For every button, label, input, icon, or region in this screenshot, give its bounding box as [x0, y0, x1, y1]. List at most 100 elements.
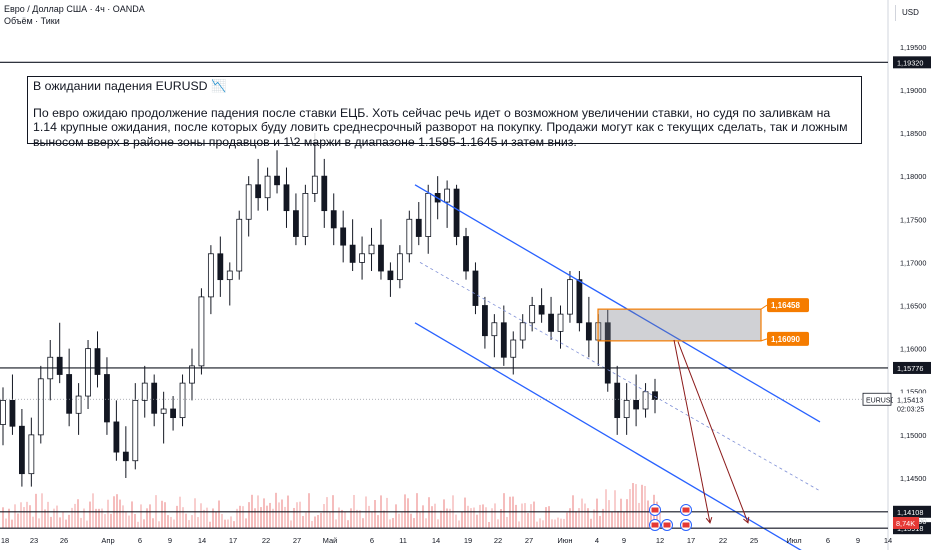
- volume-bar: [599, 515, 601, 528]
- volume-bar: [404, 494, 406, 528]
- volume-bar: [422, 505, 424, 528]
- volume-bar: [536, 521, 538, 528]
- candle: [302, 184, 309, 246]
- volume-bar: [608, 500, 610, 528]
- price-level-label-box: [893, 361, 931, 374]
- zone-price-label: 1,16090: [760, 331, 809, 346]
- volume-bar: [116, 494, 118, 528]
- projection-arrow-line: [677, 341, 749, 524]
- candle-body: [113, 421, 120, 453]
- volume-bar: [14, 504, 16, 528]
- candle-body: [132, 399, 139, 462]
- volume-bar: [593, 509, 595, 528]
- candle-body: [425, 193, 432, 237]
- candle: [387, 262, 394, 297]
- volume-bar: [233, 521, 235, 528]
- volume-bar: [500, 509, 502, 528]
- volume-bar: [617, 511, 619, 528]
- volume-bar: [605, 489, 607, 528]
- candle-body: [104, 374, 110, 423]
- time-axis-tick: Июн: [557, 536, 572, 545]
- price-axis-tick: 1,18000: [900, 172, 926, 181]
- volume-bar: [125, 512, 127, 528]
- volume-bar: [302, 515, 304, 528]
- time-axis-tick: 12: [656, 536, 664, 545]
- volume-bar: [479, 504, 481, 528]
- time-axis-tick: 6: [370, 536, 374, 545]
- volume-bar: [515, 504, 517, 528]
- candle: [0, 387, 6, 446]
- volume-bar: [542, 520, 544, 528]
- volume-bar: [164, 502, 166, 528]
- volume-bar: [68, 514, 70, 528]
- volume-bar: [248, 502, 250, 528]
- time-axis-tick: 27: [293, 536, 301, 545]
- candle-body: [85, 348, 91, 397]
- price-axis-tick: 1,17500: [900, 215, 926, 224]
- volume-bar: [368, 505, 370, 528]
- volume-bar: [134, 513, 136, 528]
- volume-bar: [638, 502, 640, 528]
- bar-countdown: 02:03:25: [897, 406, 924, 413]
- currency-label[interactable]: USD: [895, 5, 931, 21]
- volume-value-label: 8,74K: [896, 519, 915, 528]
- volume-bar: [44, 509, 46, 528]
- candle-body: [226, 270, 233, 281]
- candle-body: [264, 175, 271, 199]
- candle-body: [330, 210, 337, 229]
- time-axis-tick: 9: [856, 536, 860, 545]
- volume-bar: [293, 507, 295, 528]
- candle: [160, 391, 167, 444]
- candle-body: [538, 305, 545, 315]
- candle-body: [217, 253, 224, 281]
- flag-icon: [651, 507, 659, 513]
- volume-bar: [350, 508, 352, 528]
- time-axis-tick: 17: [229, 536, 237, 545]
- candle-body: [444, 188, 451, 203]
- volume-bar: [626, 499, 628, 528]
- candle: [359, 236, 365, 280]
- candle-body: [482, 305, 488, 337]
- candle-body: [491, 322, 498, 337]
- volume-bar: [494, 503, 496, 528]
- candle-body: [302, 193, 309, 237]
- volume-bar: [503, 493, 505, 528]
- symbol-header: Евро / Доллар США · 4ч · OANDA Объём · Т…: [4, 3, 145, 27]
- volume-bar: [158, 521, 160, 528]
- zone-label-box: [767, 331, 809, 346]
- volume-bar: [137, 521, 139, 528]
- volume-bar: [338, 507, 340, 528]
- volume-bar: [38, 518, 40, 528]
- current-price-label: 1,15413: [897, 395, 923, 404]
- volume-bar: [101, 508, 103, 528]
- candle-body: [94, 348, 101, 375]
- volume-bar: [77, 499, 79, 528]
- volume-bar: [473, 507, 475, 528]
- candle-body: [548, 313, 554, 332]
- candle: [321, 158, 328, 228]
- volume-bar: [104, 514, 106, 528]
- volume-bar: [146, 508, 148, 528]
- candle: [311, 133, 318, 203]
- channel-lower-line: [414, 322, 802, 550]
- volume-bar: [470, 508, 472, 528]
- time-axis-tick: 23: [30, 536, 38, 545]
- volume-bar: [29, 505, 31, 528]
- volume-bar: [47, 501, 49, 528]
- volume-bar: [650, 506, 652, 528]
- time-axis-tick: 14: [432, 536, 440, 545]
- candle: [567, 271, 573, 323]
- volume-bar: [272, 508, 274, 528]
- volume-bar: [374, 500, 376, 528]
- volume-bar: [506, 516, 508, 528]
- candle-body: [179, 382, 186, 419]
- candle: [207, 245, 214, 315]
- volume-bar: [23, 507, 25, 528]
- annotation-title: В ожидании падения EURUSD 📉: [33, 79, 227, 93]
- candle: [28, 417, 35, 487]
- volume-bar: [53, 508, 55, 528]
- volume-bar: [569, 508, 571, 528]
- zone-label-text: 1,16090: [771, 335, 800, 344]
- candle-body: [170, 408, 176, 419]
